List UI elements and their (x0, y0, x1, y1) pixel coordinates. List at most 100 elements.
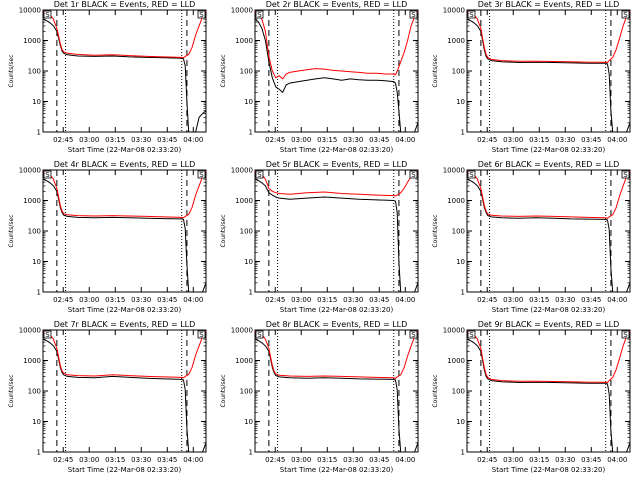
corner-mark: S (411, 171, 416, 179)
corner-box (255, 170, 264, 179)
y-tick-label: 10000 (231, 327, 253, 335)
x-tick-label: 03:00 (503, 296, 523, 304)
detector-panel-4: Det 4r BLACK = Events, RED = LLD Counts/s… (8, 160, 207, 314)
x-tick-label: 03:30 (555, 136, 575, 144)
panel-title: Det 1r BLACK = Events, RED = LLD (54, 0, 196, 9)
corner-mark: S (469, 11, 474, 19)
y-tick-label: 10 (244, 98, 253, 106)
detector-panel-9: Det 9r BLACK = Events, RED = LLD Counts/s… (432, 320, 631, 474)
x-tick-label: 03:45 (157, 296, 177, 304)
y-tick-label: 10 (456, 258, 465, 266)
x-tick-label: 02:45 (265, 296, 285, 304)
corner-mark: S (199, 11, 204, 19)
x-tick-label: 02:45 (265, 456, 285, 464)
x-tick-label: 04:00 (607, 296, 627, 304)
x-tick-label: 04:00 (183, 136, 203, 144)
corner-box (621, 10, 630, 19)
events-line (43, 338, 206, 452)
y-tick-label: 1 (249, 449, 253, 457)
x-tick-label: 03:45 (157, 456, 177, 464)
y-tick-label: 10 (32, 98, 41, 106)
x-tick-label: 02:45 (477, 456, 497, 464)
y-tick-label: 100 (28, 68, 41, 76)
lld-line (43, 330, 206, 379)
y-tick-label: 10 (244, 258, 253, 266)
corner-box (255, 330, 264, 339)
y-tick-label: 1 (249, 289, 253, 297)
events-line (255, 18, 418, 132)
panel-title: Det 4r BLACK = Events, RED = LLD (54, 160, 196, 169)
y-tick-label: 1000 (235, 37, 253, 45)
panel-title: Det 6r BLACK = Events, RED = LLD (478, 160, 620, 169)
corner-mark: S (469, 331, 474, 339)
y-tick-label: 1000 (23, 197, 41, 205)
x-tick-label: 03:15 (317, 136, 337, 144)
y-axis-label: Counts/sec (220, 214, 227, 247)
x-tick-label: 03:30 (343, 456, 363, 464)
corner-box (43, 10, 52, 19)
lld-line (43, 170, 206, 219)
y-tick-label: 1000 (447, 357, 465, 365)
x-axis-label: Start Time (22-Mar-08 02:33:20) (492, 466, 606, 474)
events-line (255, 178, 418, 292)
corner-mark: S (257, 11, 262, 19)
corner-box (197, 10, 206, 19)
panel-title: Det 3r BLACK = Events, RED = LLD (478, 0, 620, 9)
x-tick-label: 03:00 (79, 296, 99, 304)
x-tick-label: 03:00 (79, 456, 99, 464)
detector-panel-6: Det 6r BLACK = Events, RED = LLD Counts/s… (432, 160, 631, 314)
lld-line (255, 330, 418, 379)
corner-box (197, 170, 206, 179)
detector-panel-2: Det 2r BLACK = Events, RED = LLD Counts/s… (220, 0, 419, 154)
x-tick-label: 03:15 (105, 296, 125, 304)
x-tick-label: 02:45 (53, 296, 73, 304)
y-axis-label: Counts/sec (432, 374, 439, 407)
x-axis-label: Start Time (22-Mar-08 02:33:20) (280, 146, 394, 154)
y-tick-label: 10000 (19, 7, 41, 15)
corner-box (409, 10, 418, 19)
panel-title: Det 2r BLACK = Events, RED = LLD (266, 0, 408, 9)
x-tick-label: 03:15 (317, 296, 337, 304)
x-axis-label: Start Time (22-Mar-08 02:33:20) (492, 306, 606, 314)
y-tick-label: 100 (240, 388, 253, 396)
corner-box (43, 330, 52, 339)
corner-mark: S (469, 171, 474, 179)
x-tick-label: 04:00 (395, 296, 415, 304)
lld-line (43, 10, 206, 59)
x-tick-label: 03:30 (343, 296, 363, 304)
panel-title: Det 8r BLACK = Events, RED = LLD (266, 320, 408, 329)
panel-title: Det 9r BLACK = Events, RED = LLD (478, 320, 620, 329)
panel-title: Det 5r BLACK = Events, RED = LLD (266, 160, 408, 169)
x-tick-label: 02:45 (477, 136, 497, 144)
y-axis-label: Counts/sec (8, 374, 15, 407)
x-tick-label: 03:15 (105, 136, 125, 144)
y-tick-label: 10000 (231, 7, 253, 15)
y-tick-label: 100 (452, 228, 465, 236)
corner-box (467, 10, 476, 19)
x-tick-label: 02:45 (53, 136, 73, 144)
events-line (255, 338, 418, 452)
detector-panel-8: Det 8r BLACK = Events, RED = LLD Counts/s… (220, 320, 419, 474)
x-tick-label: 03:45 (369, 136, 389, 144)
x-axis-label: Start Time (22-Mar-08 02:33:20) (68, 466, 182, 474)
y-tick-label: 1000 (447, 37, 465, 45)
y-tick-label: 10 (244, 418, 253, 426)
corner-mark: S (257, 171, 262, 179)
y-axis-label: Counts/sec (220, 54, 227, 87)
detector-panel-1: Det 1r BLACK = Events, RED = LLD Counts/s… (8, 0, 207, 154)
detector-panel-3: Det 3r BLACK = Events, RED = LLD Counts/s… (432, 0, 631, 154)
corner-box (467, 330, 476, 339)
y-tick-label: 10000 (231, 167, 253, 175)
x-axis-label: Start Time (22-Mar-08 02:33:20) (492, 146, 606, 154)
x-axis-label: Start Time (22-Mar-08 02:33:20) (68, 306, 182, 314)
x-tick-label: 03:00 (503, 456, 523, 464)
x-tick-label: 03:30 (131, 456, 151, 464)
events-line (467, 178, 630, 292)
corner-mark: S (623, 331, 628, 339)
corner-box (621, 170, 630, 179)
x-axis-label: Start Time (22-Mar-08 02:33:20) (280, 306, 394, 314)
corner-box (467, 170, 476, 179)
x-tick-label: 04:00 (183, 296, 203, 304)
y-tick-label: 100 (28, 388, 41, 396)
x-tick-label: 03:30 (131, 296, 151, 304)
